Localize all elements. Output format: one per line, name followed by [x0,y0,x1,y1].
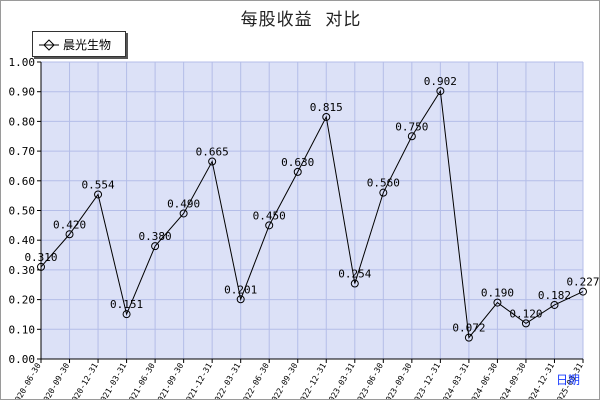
data-point [350,279,359,288]
y-tick-label: 0.60 [9,175,36,188]
x-tick-label: 2023-03-31 [325,361,357,400]
data-point [122,310,131,319]
x-tick-label: 2023-09-30 [382,361,414,400]
y-tick-label: 0.20 [9,294,36,307]
data-point [436,87,445,96]
data-label: 0.120 [509,307,542,320]
x-tick-label: 2021-09-30 [153,361,185,400]
data-point [236,295,245,304]
x-tick-label: 2020-06-30 [11,361,43,400]
data-point [293,167,302,176]
data-point [151,242,160,251]
data-point [521,319,530,328]
data-label: 0.450 [253,209,286,222]
y-tick-label: 0.70 [9,145,36,158]
legend-marker-icon [39,39,59,51]
data-point [265,221,274,230]
x-tick-label: 2024-09-30 [496,361,528,400]
data-point [464,333,473,342]
data-point [37,262,45,271]
data-label: 0.201 [224,283,257,296]
data-point [550,300,559,309]
x-axis-label: 日期 [556,373,580,387]
legend: 晨光生物 [32,31,126,57]
data-point [579,287,587,296]
data-label: 0.072 [452,322,485,335]
y-tick-label: 0.80 [9,115,36,128]
data-label: 0.227 [566,276,599,289]
x-tick-label: 2020-12-31 [68,361,100,400]
x-tick-label: 2023-12-31 [410,361,442,400]
data-point [493,298,502,307]
data-point [208,157,217,166]
y-tick-label: 0.10 [9,323,36,336]
y-tick-label: 0.30 [9,264,36,277]
x-tick-label: 2021-12-31 [182,361,214,400]
data-label: 0.490 [167,197,200,210]
data-point [322,112,331,121]
data-label: 0.420 [53,218,86,231]
data-label: 0.902 [424,75,457,88]
data-label: 0.190 [481,287,514,300]
x-tick-label: 2021-03-31 [96,361,128,400]
data-point [179,209,188,218]
x-tick-label: 2022-09-30 [268,361,300,400]
y-tick-label: 0.90 [9,86,36,99]
x-tick-label: 2022-06-30 [239,361,271,400]
data-label: 0.750 [395,120,428,133]
data-label: 0.554 [81,178,114,191]
data-point [379,188,388,197]
x-tick-label: 2024-12-31 [524,361,556,400]
data-label: 0.630 [281,156,314,169]
x-tick-label: 2022-03-31 [211,361,243,400]
data-label: 0.254 [338,268,371,281]
data-label: 0.665 [196,145,229,158]
y-tick-label: 0.00 [9,353,36,366]
series-line [40,89,584,339]
y-tick-label: 0.40 [9,234,36,247]
x-tick-label: 2024-03-31 [439,361,471,400]
legend-label: 晨光生物 [63,38,112,52]
chart-title: 每股收益 对比 [240,10,362,30]
data-label: 0.151 [110,298,143,311]
x-tick-label: 2022-12-31 [296,361,328,400]
data-label: 0.560 [367,177,400,190]
data-label: 0.815 [310,101,343,114]
y-tick-label: 1.00 [9,56,36,69]
x-tick-label: 2023-06-30 [353,361,385,400]
x-tick-label: 2024-06-30 [467,361,499,400]
data-label: 0.310 [24,251,57,264]
y-tick-label: 0.50 [9,205,36,218]
x-tick-label: 2020-09-30 [39,361,71,400]
x-tick-label: 2021-06-30 [125,361,157,400]
data-point [407,132,416,141]
data-label: 0.182 [538,289,571,302]
data-point [65,230,74,239]
data-label: 0.380 [139,230,172,243]
data-point [94,190,103,199]
